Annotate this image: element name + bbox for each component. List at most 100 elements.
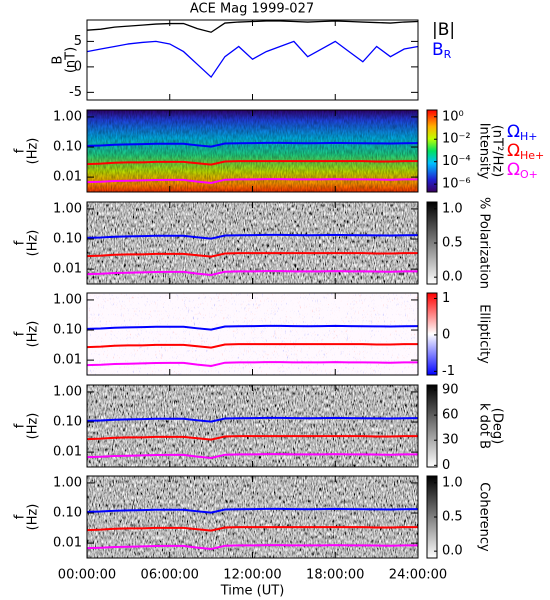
legend-entry-sub: O+ (520, 168, 538, 181)
colorbar-label: (nT²/Hz) (490, 125, 505, 178)
colorbar-tick-label: 10⁻² (442, 132, 471, 147)
colorbar-tick-label: 60 (442, 408, 459, 423)
x-tick-label: 24:00:00 (389, 568, 447, 583)
frequency-line (86, 252, 418, 258)
colorbar-tick-label: 10⁻⁶ (442, 177, 471, 192)
frequency-line (86, 141, 419, 148)
colorbar-tick-label: 1.0 (442, 201, 463, 216)
y-axis-label: f (13, 240, 28, 245)
legend-entry-main: B (432, 40, 444, 60)
frequency-line (86, 526, 418, 532)
x-tick-label: 06:00:00 (141, 568, 199, 583)
y-tick-label: 1.00 (53, 384, 82, 399)
legend-entry-sub: H+ (520, 130, 538, 143)
legend-entry: ΩH+ (507, 122, 538, 143)
colorbar-tick-label: 10⁻⁴ (442, 154, 471, 169)
legend-entry: BR (432, 40, 452, 61)
legend-entry: ΩHe+ (507, 141, 544, 162)
colorbar-tick-label: -1 (442, 364, 455, 379)
spectrogram-texture (87, 110, 418, 192)
y-tick-label: -5 (69, 85, 82, 100)
y-tick-label: 1.00 (53, 109, 82, 124)
colorbar-tick-label: 0.5 (442, 510, 463, 525)
legend-entry: ΩO+ (507, 160, 538, 181)
y-axis-label: f (13, 331, 28, 336)
colorbar-label: % Polarization (477, 197, 492, 289)
spectrogram-image (87, 385, 418, 467)
colorbar (426, 384, 438, 468)
y-axis-label: f (13, 148, 28, 153)
data-line (86, 40, 419, 79)
frequency-line (86, 343, 418, 349)
colorbar-label: Ellipticity (477, 304, 492, 364)
y-tick-label: 0.10 (53, 506, 82, 521)
y-tick-label: 1.00 (53, 292, 82, 307)
colorbar-tick-label: 0.0 (442, 544, 463, 559)
legend-entry-sub: He+ (520, 149, 544, 162)
legend-entry: |B| (432, 20, 455, 40)
colorbar-tick-label: 0.0 (442, 270, 463, 285)
colorbar-tick-label: 0.5 (442, 236, 463, 251)
colorbar-label: Intensity (477, 123, 492, 180)
y-tick-label: 0.01 (53, 445, 82, 460)
y-axis-label: (Hz) (26, 413, 41, 440)
frequency-line (86, 233, 419, 240)
y-tick-label: 0.10 (53, 140, 82, 155)
colorbar-tick-label: 0 (442, 458, 450, 473)
y-axis-label: (Hz) (26, 138, 41, 165)
legend-entry-main: Ω (507, 122, 520, 142)
y-tick-label: 1.00 (53, 475, 82, 490)
y-axis-label: (nT) (64, 47, 79, 73)
y-tick-label: 0 (74, 59, 82, 74)
legend-entry-main: |B| (432, 20, 455, 40)
colorbar-tick-label: 1.0 (442, 475, 463, 490)
y-axis-label: (Hz) (26, 321, 41, 348)
frequency-line (86, 416, 419, 423)
colorbar (426, 109, 438, 193)
legend-entry-main: Ω (507, 160, 520, 180)
legend-entry-sub: R (444, 48, 452, 61)
y-tick-label: 0.10 (53, 323, 82, 338)
y-tick-label: 0.01 (53, 353, 82, 368)
x-tick-label: 12:00:00 (223, 568, 281, 583)
colorbar-label: (Deg) (490, 408, 505, 444)
colorbar-label: k dot B (477, 403, 492, 449)
spectrogram-image (87, 293, 418, 375)
plot-frame (86, 19, 419, 101)
colorbar-tick-label: 0 (442, 327, 450, 342)
frequency-line (86, 361, 418, 367)
frequency-line (86, 453, 418, 459)
colorbar-tick-label: 1 (442, 291, 450, 306)
x-tick-label: 18:00:00 (306, 568, 364, 583)
y-tick-label: 0.01 (53, 262, 82, 277)
y-axis-label: f (13, 514, 28, 519)
spectrogram-image (87, 476, 418, 558)
x-tick-label: 00:00:00 (58, 568, 116, 583)
frequency-line (86, 160, 418, 166)
y-axis-label: B (51, 56, 66, 65)
y-tick-label: 1.00 (53, 201, 82, 216)
y-axis-label: f (13, 423, 28, 428)
colorbar-tick-label: 10⁰ (442, 109, 464, 124)
frequency-line (86, 507, 419, 514)
frequency-line (86, 544, 418, 550)
legend-entry-main: Ω (507, 141, 520, 161)
frequency-line (86, 270, 418, 276)
frequency-line (86, 324, 419, 331)
y-tick-label: 0.10 (53, 415, 82, 430)
y-tick-label: 0.10 (53, 232, 82, 247)
colorbar-tick-label: 90 (442, 383, 459, 398)
y-tick-label: 5 (74, 34, 82, 49)
colorbar (426, 292, 438, 376)
colorbar-tick-label: 30 (442, 433, 459, 448)
y-tick-label: 0.01 (53, 536, 82, 551)
frequency-line (86, 435, 418, 441)
y-axis-label: (Hz) (26, 504, 41, 531)
x-axis-label: Time (UT) (220, 584, 285, 599)
y-tick-label: 0.01 (53, 170, 82, 185)
frequency-line (86, 178, 418, 184)
spectrogram-image (87, 202, 418, 284)
y-axis-label: (Hz) (26, 230, 41, 257)
colorbar-label: Coherency (477, 482, 492, 552)
